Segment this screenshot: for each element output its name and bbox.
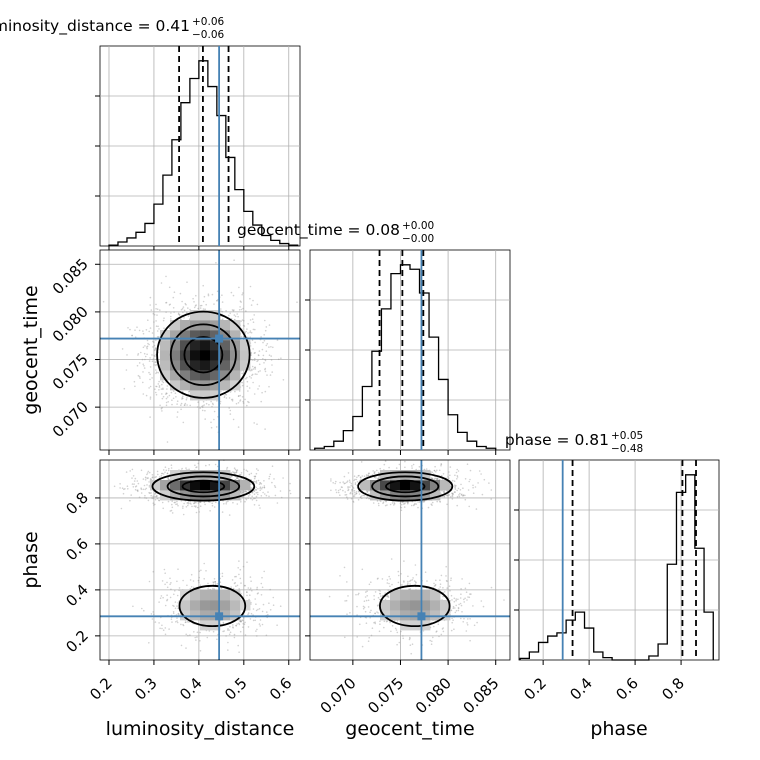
y-tick-label: 0.8 <box>62 489 92 519</box>
y-axis-label-geocent_time: geocent_time <box>20 285 42 414</box>
contour-line <box>385 479 426 494</box>
x-tick-label: 0.075 <box>364 674 407 717</box>
title-minus: −0.06 <box>192 29 224 41</box>
contour-line <box>178 584 247 628</box>
panel-frame <box>99 459 301 661</box>
density-panel-luminosity_distance-phase <box>95 459 301 665</box>
y-axis-label-phase: phase <box>20 531 42 588</box>
x-axis-label-luminosity_distance: luminosity_distance <box>106 718 295 740</box>
y-tick-label: 0.6 <box>62 535 92 565</box>
contour-line <box>357 471 454 502</box>
contour-line <box>156 310 251 399</box>
x-tick-label: 0.070 <box>317 674 360 717</box>
x-axis-label-geocent_time: geocent_time <box>345 718 474 740</box>
y-tick-label: 0.4 <box>62 581 92 611</box>
x-tick-label: 0.5 <box>221 674 251 704</box>
panel-frame <box>99 249 301 451</box>
contour-line <box>371 475 440 498</box>
contours <box>156 310 251 399</box>
truth-marker <box>215 612 224 621</box>
y-tick-label: 0.2 <box>62 627 92 657</box>
density-cells <box>160 310 251 401</box>
histogram-panel-geocent_time: geocent_time = 0.08 +0.00−0.00 <box>237 220 511 455</box>
panel-frame <box>309 459 511 661</box>
title-plus: +0.00 <box>402 220 434 232</box>
title-plus: +0.05 <box>611 430 643 442</box>
x-tick-label: 0.3 <box>131 674 161 704</box>
panel-title-geocent_time: geocent_time = 0.08 +0.00−0.00 <box>237 220 434 245</box>
contours <box>357 471 454 628</box>
x-tick-label: 0.4 <box>566 674 596 704</box>
x-tick-label: 0.2 <box>520 674 550 704</box>
contour-line <box>379 584 451 628</box>
x-tick-label: 0.4 <box>176 674 206 704</box>
x-tick-label: 0.8 <box>658 674 688 704</box>
panel-title-phase: phase = 0.81 +0.05−0.48 <box>505 430 643 455</box>
y-tick-label: 0.070 <box>49 398 92 441</box>
title-minus: −0.00 <box>402 233 434 245</box>
contours <box>151 471 256 628</box>
y-tick-label: 0.075 <box>49 350 92 393</box>
x-tick-label: 0.085 <box>459 674 502 717</box>
contour-line <box>181 479 226 494</box>
panel-title-luminosity_distance: luminosity_distance = 0.41+0.06−0.06 <box>0 16 224 41</box>
histogram-step <box>314 264 497 450</box>
x-tick-label: 0.2 <box>86 674 116 704</box>
y-tick-label: 0.080 <box>49 303 92 346</box>
contour-line <box>169 323 237 387</box>
title-plus: +0.06 <box>192 16 224 28</box>
x-axis-label-phase: phase <box>590 718 647 740</box>
truth-marker <box>417 612 426 621</box>
density-panel-luminosity_distance-geocent_time <box>95 249 301 455</box>
title-text: luminosity_distance = 0.41 <box>0 17 190 36</box>
histogram-step <box>519 474 714 661</box>
histogram-panel-phase: phase = 0.81 +0.05−0.48 <box>505 430 720 665</box>
title-minus: −0.48 <box>611 443 643 455</box>
x-tick-label: 0.080 <box>412 674 455 717</box>
contour-line <box>166 475 241 498</box>
title-text: phase = 0.81 <box>505 431 609 449</box>
histogram-panel-luminosity_distance: luminosity_distance = 0.41+0.06−0.06 <box>0 16 301 251</box>
x-tick-label: 0.6 <box>266 674 296 704</box>
density-panel-geocent_time-phase <box>305 459 511 665</box>
title-text: geocent_time = 0.08 <box>237 221 400 240</box>
contour-line <box>183 336 224 374</box>
contour-line <box>151 471 256 502</box>
y-tick-label: 0.085 <box>49 255 92 298</box>
truth-marker <box>215 334 224 343</box>
x-tick-label: 0.6 <box>612 674 642 704</box>
